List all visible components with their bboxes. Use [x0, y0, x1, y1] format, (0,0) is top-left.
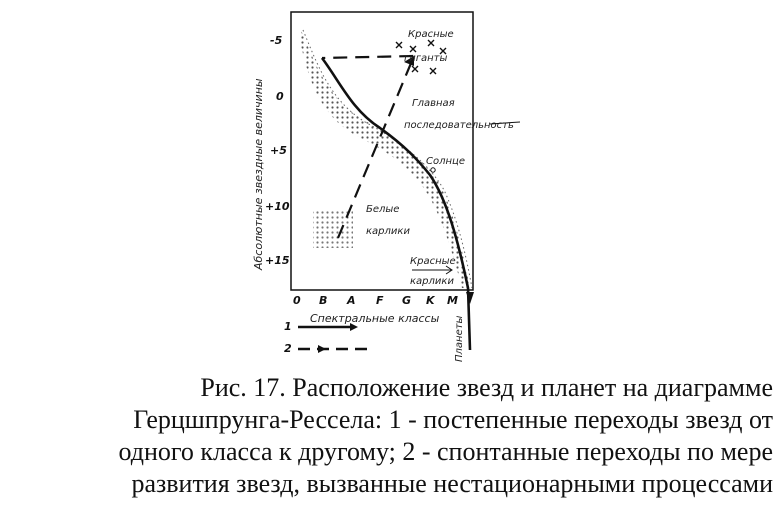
main-sequence-pointer: [489, 121, 521, 125]
label-main-sequence-1: Главная: [412, 98, 455, 109]
gradual-transition-arrow: [466, 292, 474, 304]
legend-arrow-dashed: [318, 345, 326, 353]
y-tick-0: 0: [276, 90, 284, 103]
label-red-giants-1: Красные: [408, 29, 454, 40]
y-tick-minus5: -5: [270, 34, 283, 47]
caption-line-3: одного класса к другому; 2 - спонтанные …: [118, 437, 773, 466]
label-planets: Планеты: [454, 315, 465, 362]
y-tick-plus5: +5: [270, 144, 287, 157]
sun-marker: [430, 167, 436, 173]
x-tick-k: K: [426, 294, 436, 307]
y-tick-plus15: +15: [265, 254, 290, 267]
x-axis-label: Спектральные классы: [310, 312, 440, 325]
x-tick-0: 0: [293, 294, 301, 307]
red-giants-crosses: [395, 39, 447, 75]
x-tick-m: M: [447, 294, 458, 307]
gradual-transition-line: [320, 57, 472, 351]
legend-arrow-solid: [350, 323, 358, 331]
x-tick-g: G: [402, 294, 411, 307]
plot-frame: [290, 11, 474, 291]
y-axis-label: Абсолютные звездные величины: [252, 78, 265, 271]
x-tick-f: F: [376, 294, 384, 307]
label-sun: Солнце: [426, 156, 465, 167]
red-dwarfs-arrow: [412, 265, 453, 275]
y-tick-plus10: +10: [265, 200, 290, 213]
caption-line-4: развития звезд, вызванные нестационарным…: [131, 469, 773, 498]
legend-key-2: 2: [284, 342, 292, 355]
caption-line-1: Рис. 17. Расположение звезд и планет на …: [200, 373, 773, 402]
hr-diagram: Красные гиганты Главная последовательнос…: [252, 11, 521, 362]
label-red-giants-2: гиганты: [404, 53, 447, 64]
label-red-dwarfs-2: карлики: [410, 276, 454, 287]
figure-caption: Рис. 17. Расположение звезд и планет на …: [18, 372, 773, 500]
label-red-dwarfs-1: Красные: [410, 256, 456, 267]
caption-line-2: Герцшпрунга-Рессела: 1 - постепенные пер…: [133, 405, 773, 434]
legend-key-1: 1: [284, 320, 292, 333]
x-tick-a: A: [346, 294, 356, 307]
x-tick-b: B: [319, 294, 327, 307]
label-white-dwarfs-2: карлики: [366, 226, 410, 237]
label-main-sequence-2: последовательность: [404, 120, 514, 131]
spontaneous-arrow-up: [404, 56, 414, 66]
label-white-dwarfs-1: Белые: [366, 204, 399, 215]
